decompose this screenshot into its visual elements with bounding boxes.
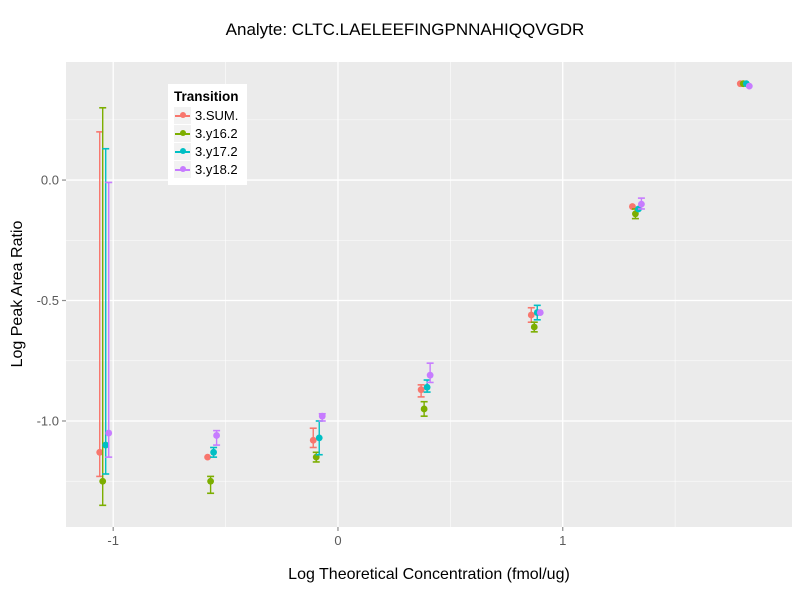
data-point [423, 383, 431, 391]
y-tick-label: -1.0 [37, 413, 59, 428]
x-tick-label: -1 [107, 533, 119, 548]
data-point [309, 436, 317, 444]
legend-key-dot [179, 112, 186, 118]
data-point [213, 432, 220, 439]
legend-title: Transition [174, 89, 239, 104]
legend-key-dot [179, 166, 186, 172]
legend-key-dot [179, 148, 186, 154]
legend-item: 3.y16.2 [174, 125, 239, 142]
legend-items: 3.SUM. 3.y16.2 3.y17.2 3.y18.2 [174, 107, 239, 178]
data-point [204, 453, 211, 461]
legend-key-errorbar-icon [174, 125, 191, 142]
data-point [210, 448, 217, 456]
data-point [207, 477, 214, 485]
data-point [102, 441, 110, 449]
legend-item-label: 3.y16.2 [195, 126, 238, 141]
legend-item: 3.y18.2 [174, 161, 239, 178]
data-point [745, 82, 753, 90]
data-point [530, 323, 538, 331]
legend-key-errorbar-icon [174, 107, 191, 124]
data-point [318, 412, 326, 420]
data-point [417, 386, 425, 394]
data-point [527, 311, 535, 319]
data-point [536, 309, 544, 316]
data-point [315, 434, 323, 442]
y-tick-label: -0.5 [37, 293, 59, 308]
legend-key-dot [179, 130, 186, 136]
data-point [426, 371, 434, 379]
legend-key-errorbar-icon [174, 143, 191, 160]
x-tick-label: 1 [559, 533, 566, 548]
x-tick-label: 0 [334, 533, 341, 548]
legend-item: 3.y17.2 [174, 143, 239, 160]
legend-item-label: 3.y18.2 [195, 162, 238, 177]
data-point [99, 477, 107, 485]
chart-title: Analyte: CLTC.LAELEEFINGPNNAHIQQVGDR [225, 20, 585, 39]
data-point [638, 200, 645, 208]
legend-item-label: 3.SUM. [195, 108, 239, 123]
data-point [105, 429, 113, 437]
legend: Transition 3.SUM. 3.y16.2 3.y17.2 3.y18.2 [168, 84, 247, 185]
legend-item-label: 3.y17.2 [195, 144, 238, 159]
y-tick-label: 0.0 [41, 173, 59, 188]
data-point [96, 448, 104, 456]
data-point [420, 405, 428, 413]
x-axis-label: Log Theoretical Concentration (fmol/ug) [288, 566, 570, 583]
legend-key-errorbar-icon [174, 161, 191, 178]
legend-item: 3.SUM. [174, 107, 239, 124]
y-axis-label: Log Peak Area Ratio [9, 220, 26, 368]
